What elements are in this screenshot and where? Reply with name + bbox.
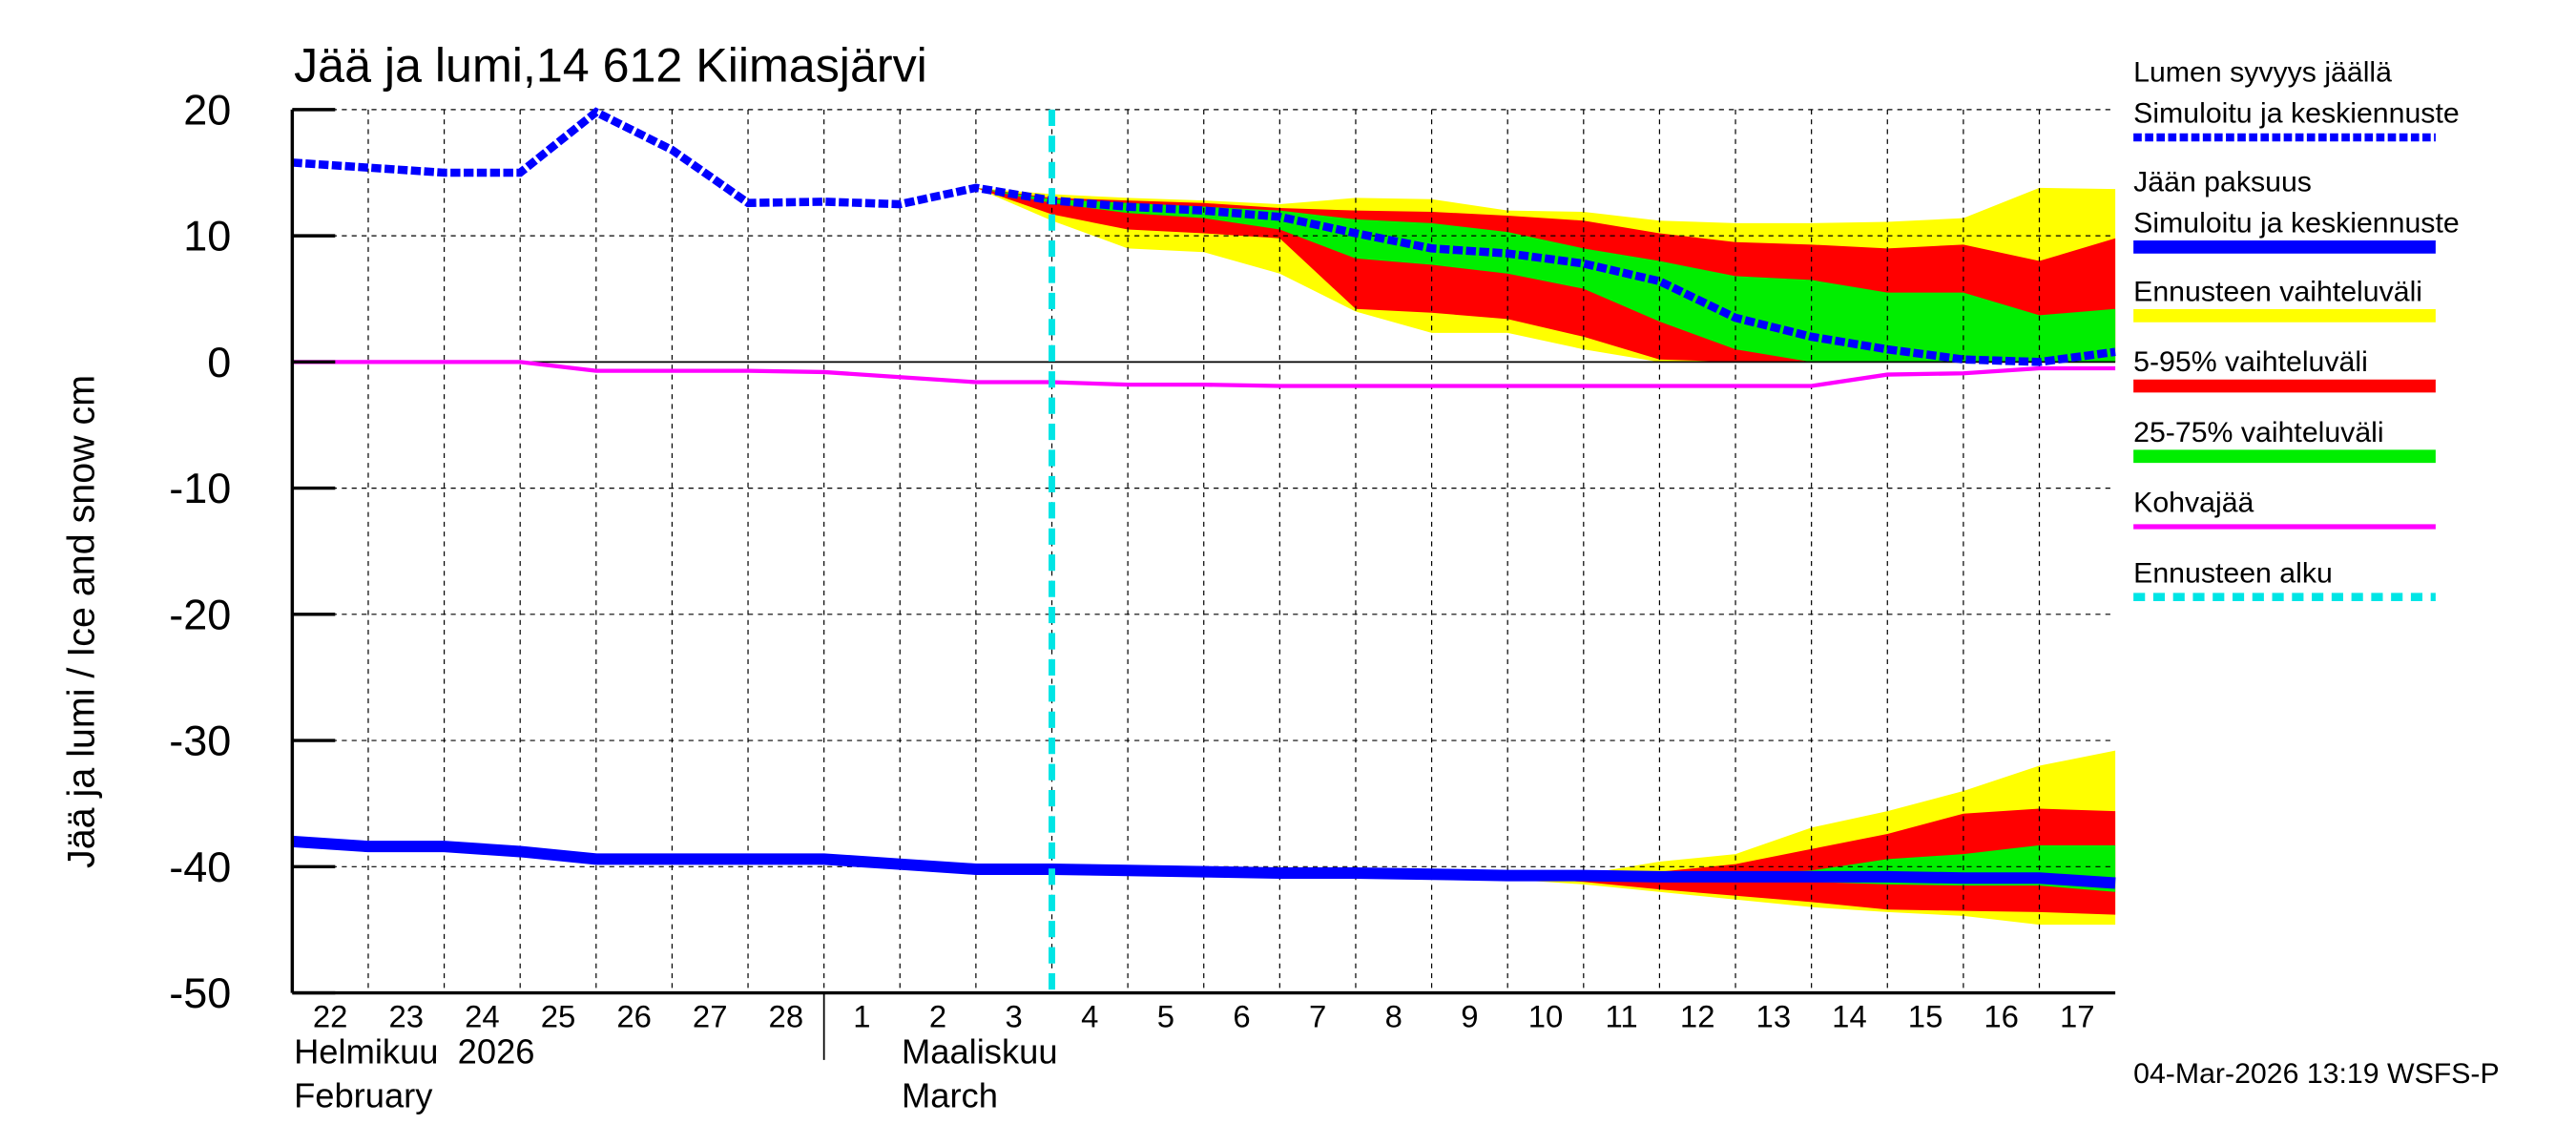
x-tick-label: 14 xyxy=(1832,999,1867,1034)
x-tick-label: 15 xyxy=(1908,999,1943,1034)
x-tick-label: 5 xyxy=(1157,999,1174,1034)
y-tick-label: -40 xyxy=(169,843,231,891)
x-tick-label: 8 xyxy=(1385,999,1402,1034)
x-tick-label: 3 xyxy=(1006,999,1023,1034)
legend-label: Ennusteen alku xyxy=(2133,557,2333,589)
x-tick-label: 11 xyxy=(1606,999,1638,1034)
y-tick-label: 0 xyxy=(207,339,231,386)
legend-title: Lumen syvyys jäällä xyxy=(2133,57,2392,89)
chart-title: Jää ja lumi,14 612 Kiimasjärvi xyxy=(294,39,927,93)
legend-label: Ennusteen vaihteluväli xyxy=(2133,277,2422,308)
y-tick-label: -10 xyxy=(169,465,231,512)
x-tick-label: 16 xyxy=(1984,999,2019,1034)
y-tick-label: -50 xyxy=(169,969,231,1017)
legend-title: Jään paksuus xyxy=(2133,167,2312,198)
y-tick-label: 10 xyxy=(183,213,231,260)
x-tick-label: 4 xyxy=(1081,999,1098,1034)
y-tick-label: -30 xyxy=(169,718,231,765)
x-tick-label: 22 xyxy=(313,999,348,1034)
x-tick-label: 10 xyxy=(1528,999,1564,1034)
legend-label: 5-95% vaihteluväli xyxy=(2133,346,2368,378)
month-label-mar-en: March xyxy=(902,1076,998,1115)
month-label-mar-fi: Maaliskuu xyxy=(902,1031,1058,1071)
y-tick-label: 20 xyxy=(183,86,231,134)
x-tick-label: 27 xyxy=(693,999,728,1034)
x-tick-label: 26 xyxy=(616,999,652,1034)
series-lines xyxy=(291,107,2116,993)
x-tick-label: 13 xyxy=(1756,999,1792,1034)
snow-depth-line xyxy=(292,107,2116,366)
x-tick-label: 7 xyxy=(1309,999,1326,1034)
footer-timestamp: 04-Mar-2026 13:19 WSFS-P xyxy=(2133,1058,2500,1090)
ice-thickness-line xyxy=(291,835,2116,889)
slush-ice-line xyxy=(292,360,2116,388)
x-tick-label: 6 xyxy=(1233,999,1250,1034)
x-tick-label: 23 xyxy=(388,999,424,1034)
legend-label: Kohvajää xyxy=(2133,488,2254,519)
x-tick-label: 2 xyxy=(929,999,946,1034)
x-tick-label: 28 xyxy=(769,999,804,1034)
x-tick-label: 17 xyxy=(2060,999,2095,1034)
x-tick-label: 9 xyxy=(1461,999,1478,1034)
forecast-bands xyxy=(975,187,2116,926)
x-tick-label: 1 xyxy=(853,999,870,1034)
y-tick-label: -20 xyxy=(169,591,231,638)
legend-label: Simuloitu ja keskiennuste xyxy=(2133,98,2460,130)
month-label-feb-en: February xyxy=(294,1076,432,1115)
x-tick-label: 12 xyxy=(1680,999,1715,1034)
month-label-feb-fi: Helmikuu 2026 xyxy=(294,1031,534,1071)
legend: Lumen syvyys jäällä Simuloitu ja keskienn… xyxy=(2133,57,2460,601)
legend-label: Simuloitu ja keskiennuste xyxy=(2133,208,2460,239)
x-tick-label: 25 xyxy=(541,999,576,1034)
ice-5-95-band xyxy=(1051,808,2116,915)
legend-label: 25-75% vaihteluväli xyxy=(2133,417,2383,448)
x-tick-label: 24 xyxy=(465,999,500,1034)
snow-25-75-band xyxy=(975,187,2116,363)
y-axis-label: Jää ja lumi / Ice and snow cm xyxy=(60,375,102,868)
